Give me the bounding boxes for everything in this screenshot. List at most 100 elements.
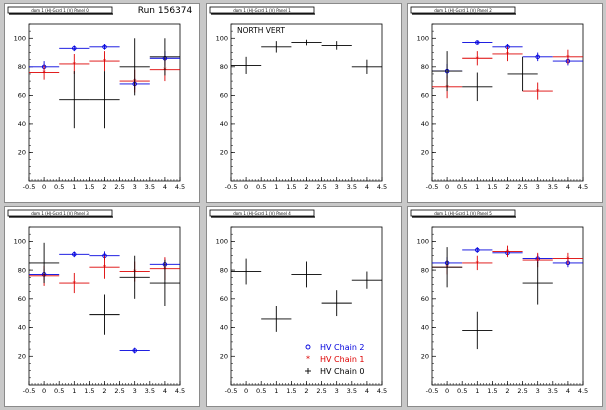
panel-title-box xyxy=(209,209,315,217)
y-tick-label: 60 xyxy=(220,92,228,100)
x-tick-label: 0.5 xyxy=(54,387,64,395)
legend-marker-circle xyxy=(305,344,311,350)
x-tick-label: 4 xyxy=(566,183,570,191)
data-point-star: * xyxy=(506,248,510,256)
x-tick-label: 1 xyxy=(274,183,278,191)
y-tick-label: 20 xyxy=(18,352,26,360)
y-tick-label: 80 xyxy=(421,266,429,274)
legend-label: HV Chain 1 xyxy=(320,355,365,364)
data-point-circle xyxy=(72,252,77,257)
x-tick-label: 4 xyxy=(365,183,369,191)
y-tick-label: 40 xyxy=(18,324,26,332)
x-tick-label: 2 xyxy=(505,183,509,191)
x-tick-label: -0.5 xyxy=(23,183,36,191)
x-tick-label: 0.5 xyxy=(256,387,266,395)
y-tick-label: 100 xyxy=(417,238,429,246)
y-tick-label: 40 xyxy=(220,324,228,332)
y-tick-label: 100 xyxy=(14,238,26,246)
x-tick-label: 2.5 xyxy=(316,387,326,395)
data-point-star: * xyxy=(566,53,570,61)
panel-title: dom 1 (H)·Gcrd 1 (V) Panel 5 xyxy=(434,211,492,216)
y-tick-label: 20 xyxy=(220,352,228,360)
x-tick-label: 4 xyxy=(566,387,570,395)
y-tick-label: 100 xyxy=(216,34,228,42)
x-tick-label: 4.5 xyxy=(175,387,185,395)
y-tick-label: 80 xyxy=(18,63,26,71)
data-point-circle xyxy=(132,348,137,353)
x-tick-label: 0.5 xyxy=(256,183,266,191)
x-tick-label: 4.5 xyxy=(578,183,588,191)
x-tick-label: 4 xyxy=(163,183,167,191)
x-tick-label: 0.5 xyxy=(457,387,467,395)
data-point-circle xyxy=(535,54,540,60)
data-point-star: * xyxy=(536,257,540,265)
x-tick-label: 0 xyxy=(244,183,248,191)
data-point-circle xyxy=(475,40,480,45)
x-tick-label: 3.5 xyxy=(347,387,357,395)
panel-title: dom 1 (H)·Gcrd 1 (V) Panel 4 xyxy=(233,211,291,216)
data-point-star: * xyxy=(536,88,540,96)
y-tick-label: 20 xyxy=(421,352,429,360)
panel-title: dom 1 (H)·Gcrd 1 (V) Panel 2 xyxy=(434,8,492,13)
x-tick-label: 1.5 xyxy=(487,387,497,395)
x-tick-label: 3 xyxy=(133,183,137,191)
data-point-star: * xyxy=(103,58,107,66)
panel-title-box xyxy=(7,209,113,217)
x-tick-label: 4.5 xyxy=(175,183,185,191)
x-tick-label: 1.5 xyxy=(286,387,296,395)
x-tick-label: 3.5 xyxy=(548,387,558,395)
x-tick-label: 2.5 xyxy=(517,183,527,191)
y-tick-label: 80 xyxy=(18,266,26,274)
x-tick-label: 2.5 xyxy=(517,387,527,395)
x-tick-label: 2 xyxy=(304,183,308,191)
legend-label: HV Chain 0 xyxy=(320,367,365,376)
x-tick-label: 2 xyxy=(505,387,509,395)
x-tick-label: 1.5 xyxy=(487,183,497,191)
x-tick-label: 3 xyxy=(536,183,540,191)
x-tick-label: 0.5 xyxy=(54,183,64,191)
y-tick-label: 20 xyxy=(18,149,26,157)
panel-annotation: NORTH VERT xyxy=(237,26,285,35)
pad-panel-4 xyxy=(206,206,402,407)
x-tick-label: 1.5 xyxy=(84,183,94,191)
x-tick-label: -0.5 xyxy=(426,387,439,395)
data-point-star: * xyxy=(42,69,46,77)
y-tick-label: 60 xyxy=(18,92,26,100)
y-tick-label: 100 xyxy=(417,34,429,42)
x-tick-label: 0 xyxy=(42,387,46,395)
data-point-circle xyxy=(475,247,480,253)
panel-title-box xyxy=(410,209,516,217)
x-tick-label: 0.5 xyxy=(457,183,467,191)
data-point-star: * xyxy=(73,280,77,288)
x-tick-label: 0 xyxy=(445,387,449,395)
pad-panel-2 xyxy=(407,3,603,203)
x-tick-label: 3.5 xyxy=(145,183,155,191)
x-tick-label: -0.5 xyxy=(225,387,238,395)
data-point-circle xyxy=(72,46,77,51)
legend-marker-star: * xyxy=(306,355,310,364)
x-tick-label: 3 xyxy=(335,183,339,191)
x-tick-label: 1 xyxy=(72,387,76,395)
y-tick-label: 60 xyxy=(421,295,429,303)
y-tick-label: 80 xyxy=(421,63,429,71)
y-tick-label: 80 xyxy=(220,266,228,274)
pad-panel-5 xyxy=(407,206,603,407)
x-tick-label: 1 xyxy=(72,183,76,191)
x-tick-label: 4 xyxy=(365,387,369,395)
x-tick-label: 3 xyxy=(133,387,137,395)
x-tick-label: 4 xyxy=(163,387,167,395)
data-point-star: * xyxy=(73,60,77,68)
data-point-star: * xyxy=(103,264,107,272)
x-tick-label: 2.5 xyxy=(316,183,326,191)
x-tick-label: -0.5 xyxy=(426,183,439,191)
panel-title-box xyxy=(7,6,113,14)
y-tick-label: 60 xyxy=(220,295,228,303)
x-tick-label: 1 xyxy=(475,183,479,191)
x-tick-label: 3 xyxy=(335,387,339,395)
x-tick-label: 2.5 xyxy=(114,387,124,395)
pad-panel-3 xyxy=(4,206,200,407)
panel-title-box xyxy=(209,6,315,14)
panel-title: dom 1 (H)·Gcrd 1 (V) Panel 1 xyxy=(233,8,291,13)
panel-title: dom 1 (H)·Gcrd 1 (V) Panel 0 xyxy=(31,8,89,13)
